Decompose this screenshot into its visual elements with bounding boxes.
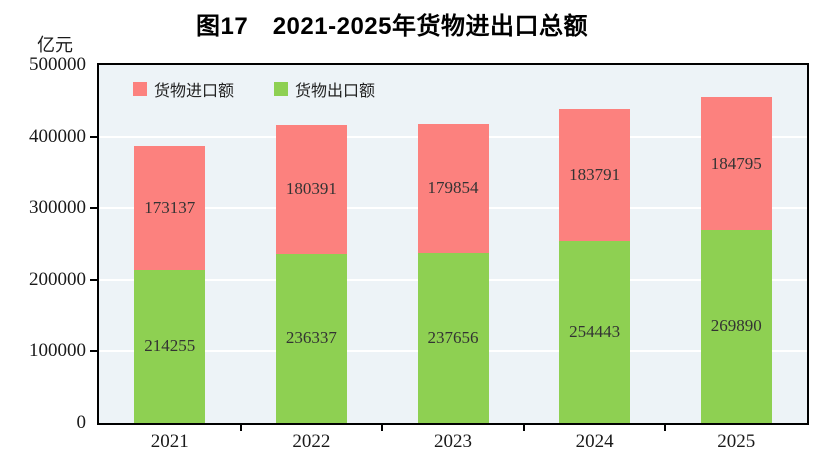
bar-value-label: 269890 bbox=[710, 316, 762, 336]
legend-label-export: 货物出口额 bbox=[295, 83, 376, 100]
bar-segment-import-2025: 184795 bbox=[700, 97, 772, 230]
x-axis-tick-mark bbox=[664, 425, 667, 431]
x-axis-tick-mark bbox=[381, 425, 384, 431]
y-axis-tick-mark bbox=[90, 278, 97, 281]
x-axis-tick-label: 2021 bbox=[150, 431, 189, 452]
chart-title: 图17 2021-2025年货物进出口总额 bbox=[196, 13, 588, 40]
plot-area: 货物进口额 货物出口额 214255 173137 236337 180391 2376… bbox=[97, 63, 809, 425]
bar-value-label: 254443 bbox=[569, 321, 621, 341]
bar-segment-import-2021: 173137 bbox=[134, 145, 206, 270]
y-axis-tick-mark bbox=[90, 135, 97, 138]
bar-value-label: 214255 bbox=[144, 336, 196, 356]
bar-segment-export-2023: 237656 bbox=[417, 252, 489, 423]
bar-segment-import-2022: 180391 bbox=[275, 124, 347, 254]
x-axis-tick-mark bbox=[239, 425, 242, 431]
bar-value-label: 183791 bbox=[569, 165, 621, 185]
bar-segment-export-2024: 254443 bbox=[559, 240, 631, 423]
y-axis-unit-label: 亿元 bbox=[37, 35, 73, 55]
bar-segment-import-2023: 179854 bbox=[417, 124, 489, 253]
y-axis-tick-label: 500000 bbox=[29, 54, 86, 75]
y-axis-tick-label: 200000 bbox=[29, 268, 86, 290]
y-axis-tick-mark bbox=[90, 207, 97, 210]
bar-segment-import-2024: 183791 bbox=[559, 109, 631, 241]
legend-item-export: 货物出口额 bbox=[274, 77, 375, 101]
bar-segment-export-2022: 236337 bbox=[275, 253, 347, 423]
legend-label-import: 货物进口额 bbox=[154, 83, 235, 100]
export-color-swatch bbox=[274, 82, 289, 96]
x-axis-tick-label: 2023 bbox=[434, 431, 472, 452]
y-axis-tick-mark bbox=[90, 350, 97, 353]
y-axis-tick-label: 300000 bbox=[29, 197, 86, 219]
bar-segment-export-2025: 269890 bbox=[700, 229, 772, 423]
y-axis-tick-label: 400000 bbox=[29, 125, 86, 147]
bar-segment-export-2021: 214255 bbox=[134, 269, 206, 423]
legend: 货物进口额 货物出口额 bbox=[133, 77, 375, 101]
x-axis-tick-label: 2024 bbox=[575, 431, 614, 452]
y-axis-tick-label: 100000 bbox=[29, 340, 86, 362]
bar-value-label: 184795 bbox=[710, 153, 762, 173]
bar-value-label: 173137 bbox=[144, 197, 196, 217]
legend-item-import: 货物进口额 bbox=[133, 77, 234, 101]
bar-value-label: 180391 bbox=[285, 179, 337, 199]
bar-value-label: 236337 bbox=[285, 328, 337, 348]
bar-value-label: 237656 bbox=[427, 327, 479, 347]
x-axis-tick-label: 2025 bbox=[717, 431, 756, 452]
import-color-swatch bbox=[133, 82, 147, 96]
x-axis-tick-label: 2022 bbox=[292, 431, 331, 452]
bar-value-label: 179854 bbox=[427, 178, 479, 198]
y-axis-tick-label: 0 bbox=[76, 412, 87, 433]
x-axis-tick-mark bbox=[522, 425, 525, 431]
